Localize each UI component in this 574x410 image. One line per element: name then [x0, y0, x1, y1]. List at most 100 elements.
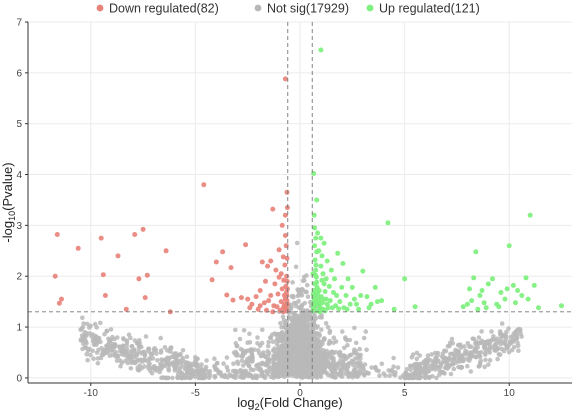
notsig-point — [327, 351, 333, 357]
notsig-point — [84, 352, 89, 357]
up-point — [335, 250, 341, 256]
down-point — [209, 277, 215, 283]
grid-layer — [28, 21, 572, 383]
notsig-point — [320, 341, 325, 347]
up-point — [313, 267, 319, 273]
notsig-point — [487, 357, 493, 363]
down-point — [163, 248, 169, 254]
x-tick-label: -5 — [191, 388, 200, 399]
up-point — [391, 306, 397, 312]
notsig-point — [391, 364, 396, 370]
notsig-point — [266, 339, 272, 345]
notsig-point — [327, 328, 333, 334]
up-point — [372, 284, 378, 290]
notsig-point — [486, 362, 491, 367]
notsig-point — [473, 354, 478, 359]
up-point — [326, 283, 332, 289]
down-point — [268, 293, 274, 298]
down-point — [284, 293, 290, 298]
up-point — [329, 305, 335, 311]
notsig-point — [170, 375, 175, 381]
notsig-point — [279, 324, 284, 330]
up-point — [319, 277, 325, 283]
notsig-point — [281, 357, 286, 362]
notsig-point — [151, 365, 156, 370]
x-axis-title: log2(Fold Change) — [237, 395, 342, 410]
notsig-point — [305, 294, 311, 300]
notsig-point — [165, 348, 170, 353]
notsig-point — [472, 347, 477, 353]
notsig-point — [465, 341, 471, 346]
down-point — [261, 300, 267, 306]
up-point — [481, 300, 487, 306]
down-point — [56, 300, 62, 306]
notsig-point — [290, 293, 296, 299]
notsig-point — [410, 352, 416, 357]
up-point — [473, 249, 479, 255]
notsig-point — [199, 362, 204, 367]
down-point — [284, 255, 290, 261]
notsig-point — [330, 368, 335, 374]
notsig-point — [266, 360, 272, 365]
down-point — [132, 232, 138, 237]
up-point — [332, 276, 337, 282]
notsig-point — [107, 343, 113, 348]
notsig-point — [80, 346, 85, 352]
notsig-point — [434, 375, 439, 381]
notsig-point — [163, 375, 168, 381]
notsig-point — [176, 374, 182, 380]
notsig-point — [108, 327, 114, 332]
notsig-point — [352, 356, 358, 361]
notsig-point — [188, 372, 194, 377]
notsig-point — [448, 371, 454, 377]
notsig-point — [298, 291, 304, 296]
y-tick-label: 5 — [16, 119, 22, 130]
notsig-point — [270, 339, 276, 345]
notsig-point — [325, 362, 330, 368]
notsig-point — [417, 362, 423, 367]
notsig-point — [84, 341, 89, 346]
notsig-point — [304, 282, 310, 288]
notsig-point — [392, 373, 398, 378]
notsig-point — [293, 303, 299, 309]
notsig-point — [503, 333, 508, 338]
notsig-point — [322, 336, 327, 342]
notsig-point — [438, 370, 444, 375]
notsig-point — [304, 273, 309, 278]
notsig-point — [310, 375, 315, 380]
notsig-point — [300, 370, 306, 376]
notsig-point — [242, 370, 248, 376]
notsig-point — [192, 354, 198, 360]
up-point — [312, 257, 318, 263]
notsig-point — [136, 349, 142, 354]
notsig-point — [253, 375, 258, 381]
notsig-point — [304, 289, 309, 295]
y-axis-title-main: -log — [0, 221, 15, 243]
notsig-point — [467, 354, 473, 359]
notsig-point — [341, 353, 346, 359]
notsig-point — [255, 341, 260, 346]
notsig-point — [451, 366, 457, 372]
y-tick-label: 2 — [16, 272, 22, 283]
notsig-point — [318, 374, 324, 380]
down-point — [284, 273, 290, 279]
y-axis-title-rest: (Pvalue) — [0, 162, 15, 210]
notsig-point — [302, 325, 307, 330]
notsig-point — [241, 328, 247, 333]
notsig-point — [307, 313, 313, 318]
notsig-point — [254, 362, 260, 368]
notsig-point — [147, 368, 153, 374]
notsig-point — [231, 350, 237, 356]
notsig-point — [202, 367, 208, 372]
up-point — [506, 243, 512, 249]
notsig-point — [162, 345, 168, 350]
notsig-point — [345, 363, 351, 369]
down-point — [265, 263, 271, 269]
legend: Down regulated(82) Not sig(17929) Up reg… — [96, 2, 480, 16]
notsig-point — [285, 367, 290, 373]
up-point — [502, 296, 508, 302]
notsig-point — [298, 335, 304, 341]
notsig-point — [506, 326, 511, 331]
down-point — [257, 303, 263, 309]
y-tick-label: 0 — [16, 373, 22, 384]
